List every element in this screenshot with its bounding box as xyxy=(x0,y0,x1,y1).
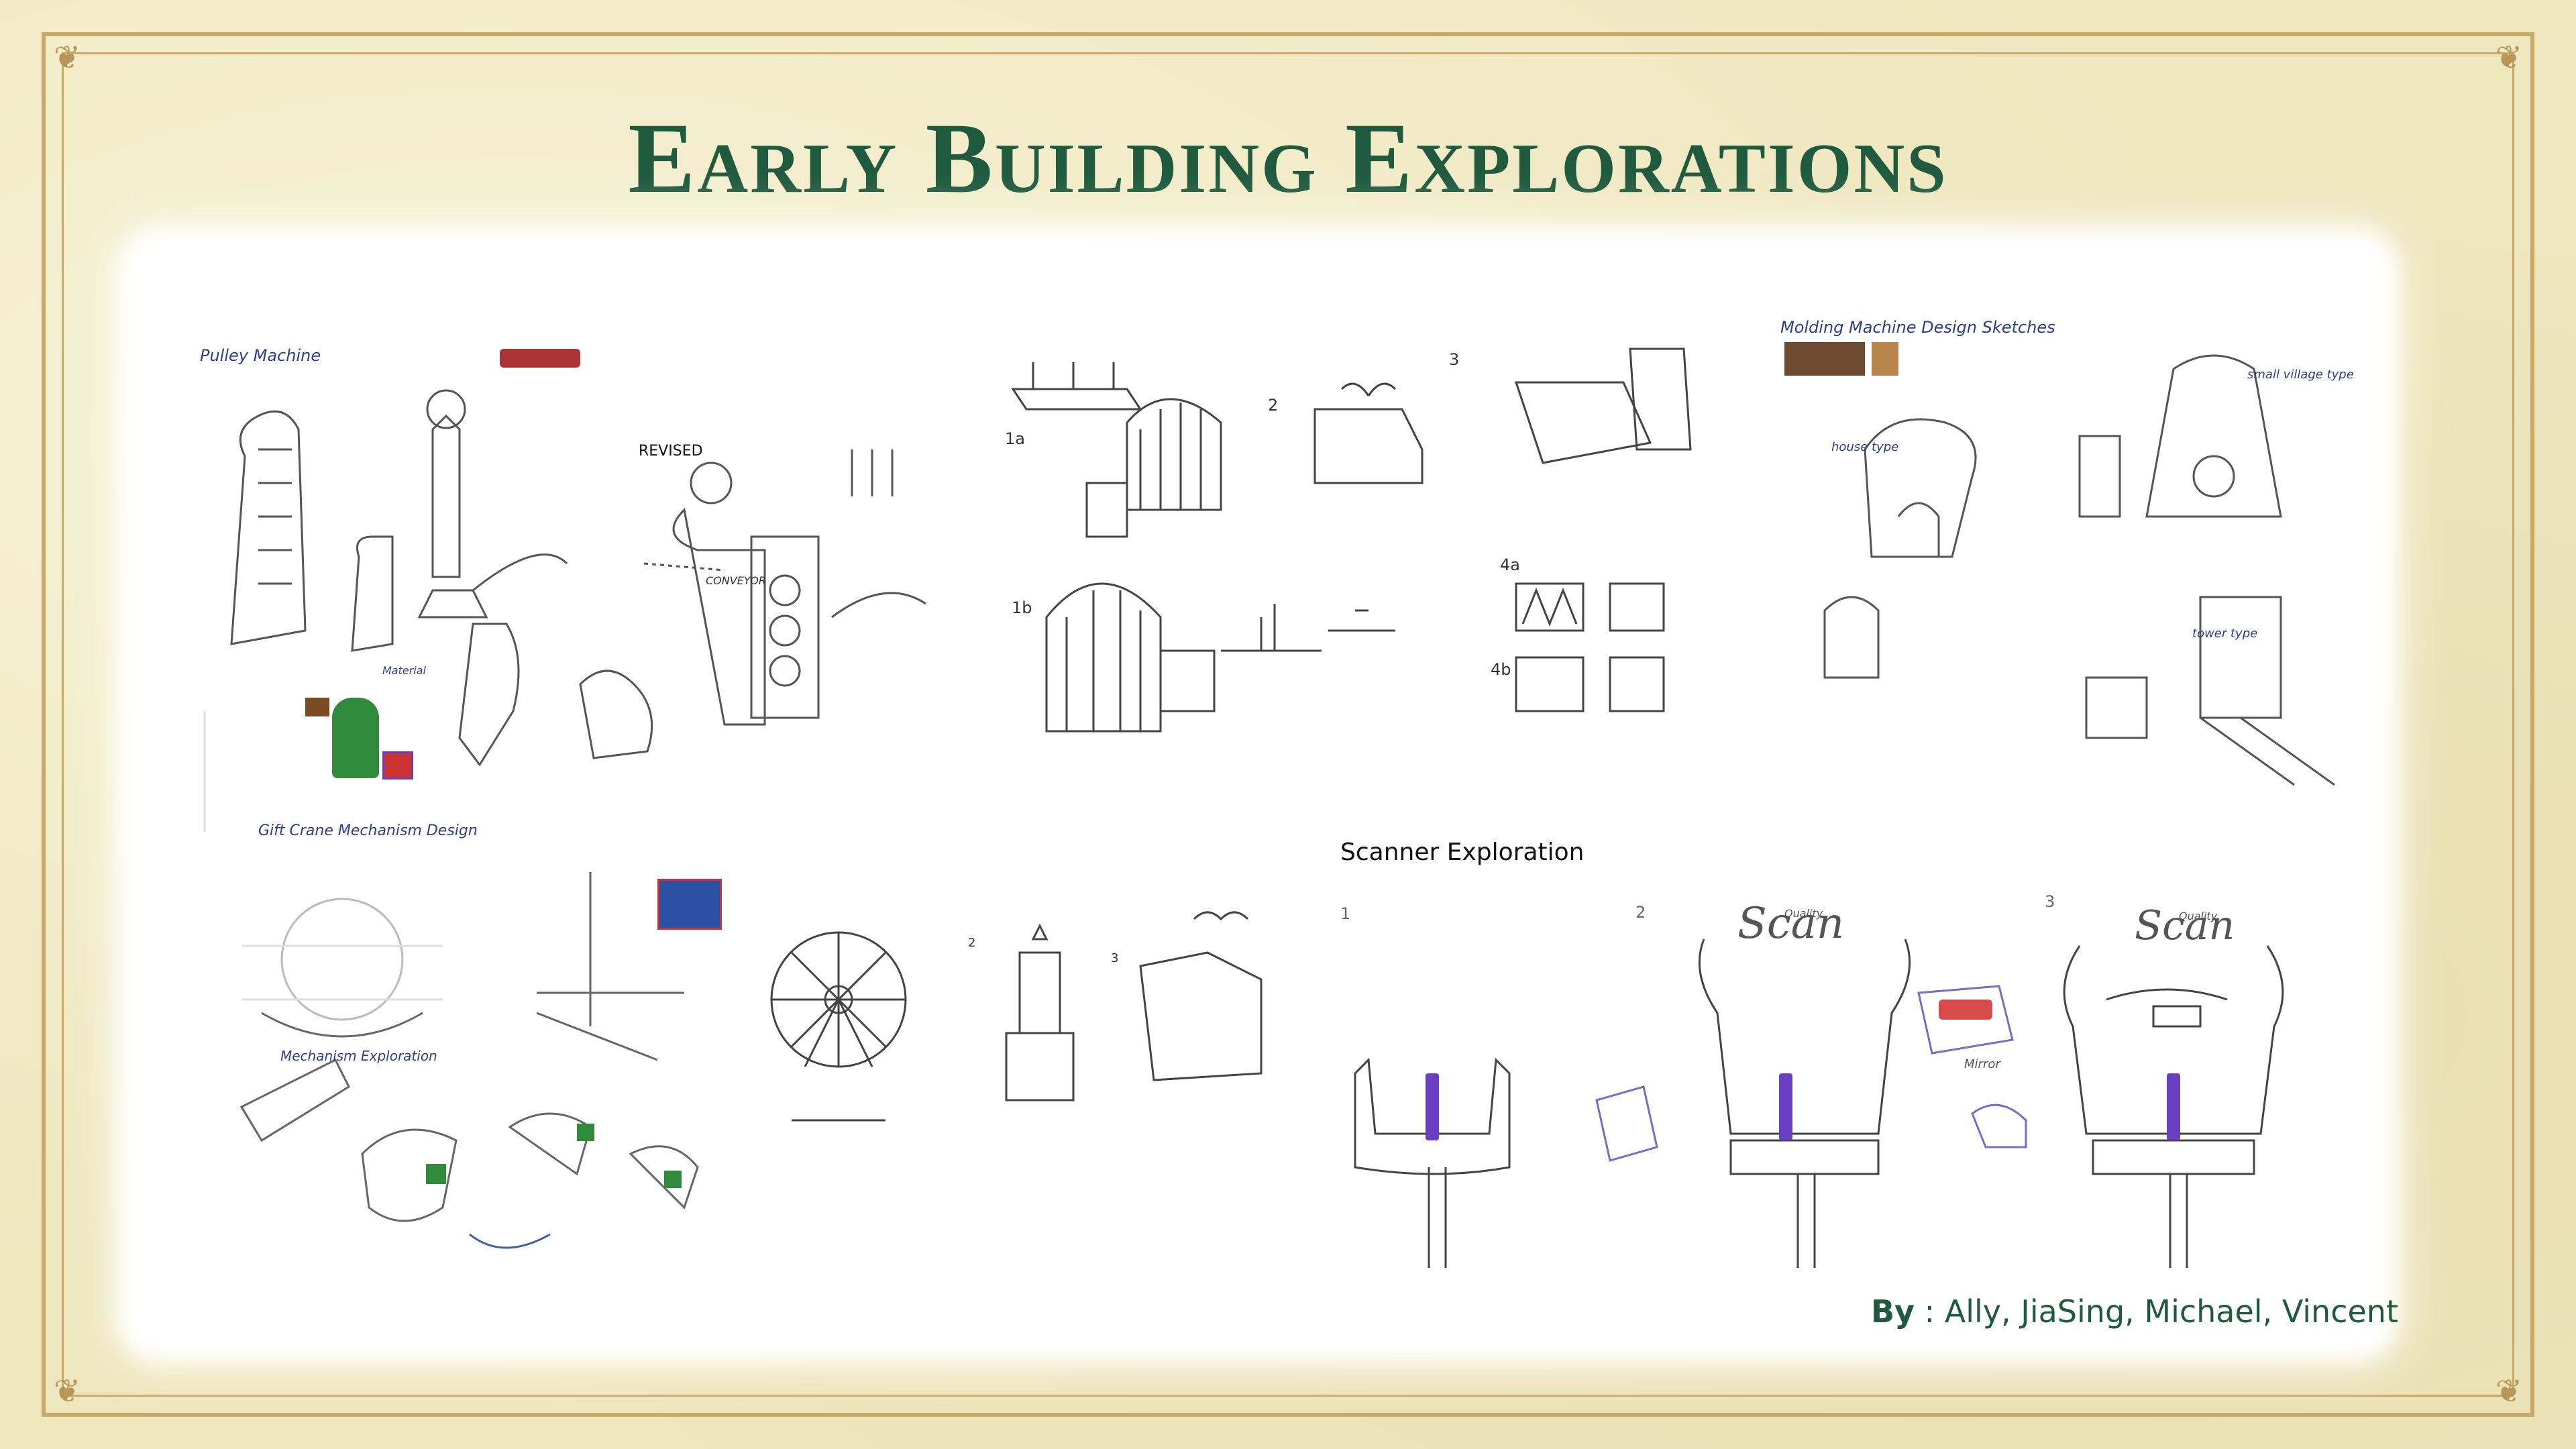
credits-names: Ally, JiaSing, Michael, Vincent xyxy=(1944,1293,2398,1330)
marker-3: 3 xyxy=(1449,350,1460,369)
gift-box-icon xyxy=(664,1171,682,1188)
gift-crane-caption: Gift Crane Mechanism Design xyxy=(258,822,478,839)
pulley-label: Pulley Machine xyxy=(200,346,321,365)
scan-logo-text: Scan xyxy=(2135,902,2235,949)
revised-conveyor-sketch xyxy=(631,402,979,738)
gift-box-icon xyxy=(577,1124,594,1141)
crossed-reference-icon xyxy=(657,879,722,930)
scanner-exploration-label: Scanner Exploration xyxy=(1340,839,1585,866)
quality-logo-text: Quality xyxy=(1784,907,1823,920)
factory-buildings-sketch xyxy=(993,335,1717,792)
inner-frame xyxy=(62,52,2514,1397)
corner-ornament-icon: ❦ xyxy=(53,39,81,76)
scanner-display-icon xyxy=(1939,1000,1992,1020)
ferris-marker-2: 2 xyxy=(968,936,976,950)
ferris-marker-3: 3 xyxy=(1111,951,1119,965)
reference-photo-icon xyxy=(1784,342,1865,376)
corner-ornament-icon: ❦ xyxy=(2495,39,2523,76)
conveyor-note: CONVEYOR xyxy=(706,574,766,587)
house-type-label: house type xyxy=(1831,440,1899,454)
tower-type-label: tower type xyxy=(2192,627,2258,641)
sleigh-icon xyxy=(500,349,580,368)
mechanism-exploration-sketch xyxy=(201,859,738,1275)
marker-1a: 1a xyxy=(1005,429,1025,448)
molding-label: Molding Machine Design Sketches xyxy=(1780,318,2055,337)
credits: By : Ally, JiaSing, Michael, Vincent xyxy=(1871,1293,2398,1330)
marker-4a: 4a xyxy=(1500,555,1520,574)
scan-logo-text: Scan xyxy=(1737,899,1845,949)
mirror-label: Mirror xyxy=(1964,1057,2000,1071)
outer-frame xyxy=(42,32,2534,1417)
credits-by-label: By xyxy=(1870,1293,1915,1330)
chocolate-icon xyxy=(305,698,329,716)
material-label: Material xyxy=(382,664,426,677)
scanner-marker-1: 1 xyxy=(1340,904,1351,923)
scanner-marker-3: 3 xyxy=(2045,892,2055,911)
marker-1b: 1b xyxy=(1012,598,1032,617)
scanner-marker-2: 2 xyxy=(1635,903,1646,922)
flower-mechanism-icon xyxy=(332,698,379,778)
pulley-machine-sketch xyxy=(191,335,714,845)
marker-2: 2 xyxy=(1268,396,1279,415)
reference-photo-icon xyxy=(1872,342,1898,376)
marker-4b: 4b xyxy=(1491,660,1511,679)
corner-ornament-icon: ❦ xyxy=(53,1373,81,1410)
scanner-sketch xyxy=(1328,879,2348,1281)
nutcracker-figure-icon xyxy=(1426,1073,1439,1140)
page-title: Early Building Explorations xyxy=(628,103,1948,214)
revised-label: REVISED xyxy=(639,443,703,460)
nutcracker-figure-icon xyxy=(2167,1073,2180,1140)
nutcracker-figure-icon xyxy=(1779,1073,1792,1140)
quality-logo-text: Quality xyxy=(2179,910,2218,922)
molding-machine-sketch xyxy=(1771,315,2361,805)
sketch-sheet xyxy=(138,248,2378,1342)
gift-box-icon xyxy=(426,1164,446,1184)
gift-box-icon xyxy=(382,751,413,780)
mechanism-label: Mechanism Exploration xyxy=(280,1048,437,1064)
credits-separator: : xyxy=(1915,1293,1945,1330)
ferris-wheel-sketch xyxy=(765,899,1288,1140)
corner-ornament-icon: ❦ xyxy=(2495,1373,2523,1410)
village-type-label: small village type xyxy=(2247,368,2354,382)
